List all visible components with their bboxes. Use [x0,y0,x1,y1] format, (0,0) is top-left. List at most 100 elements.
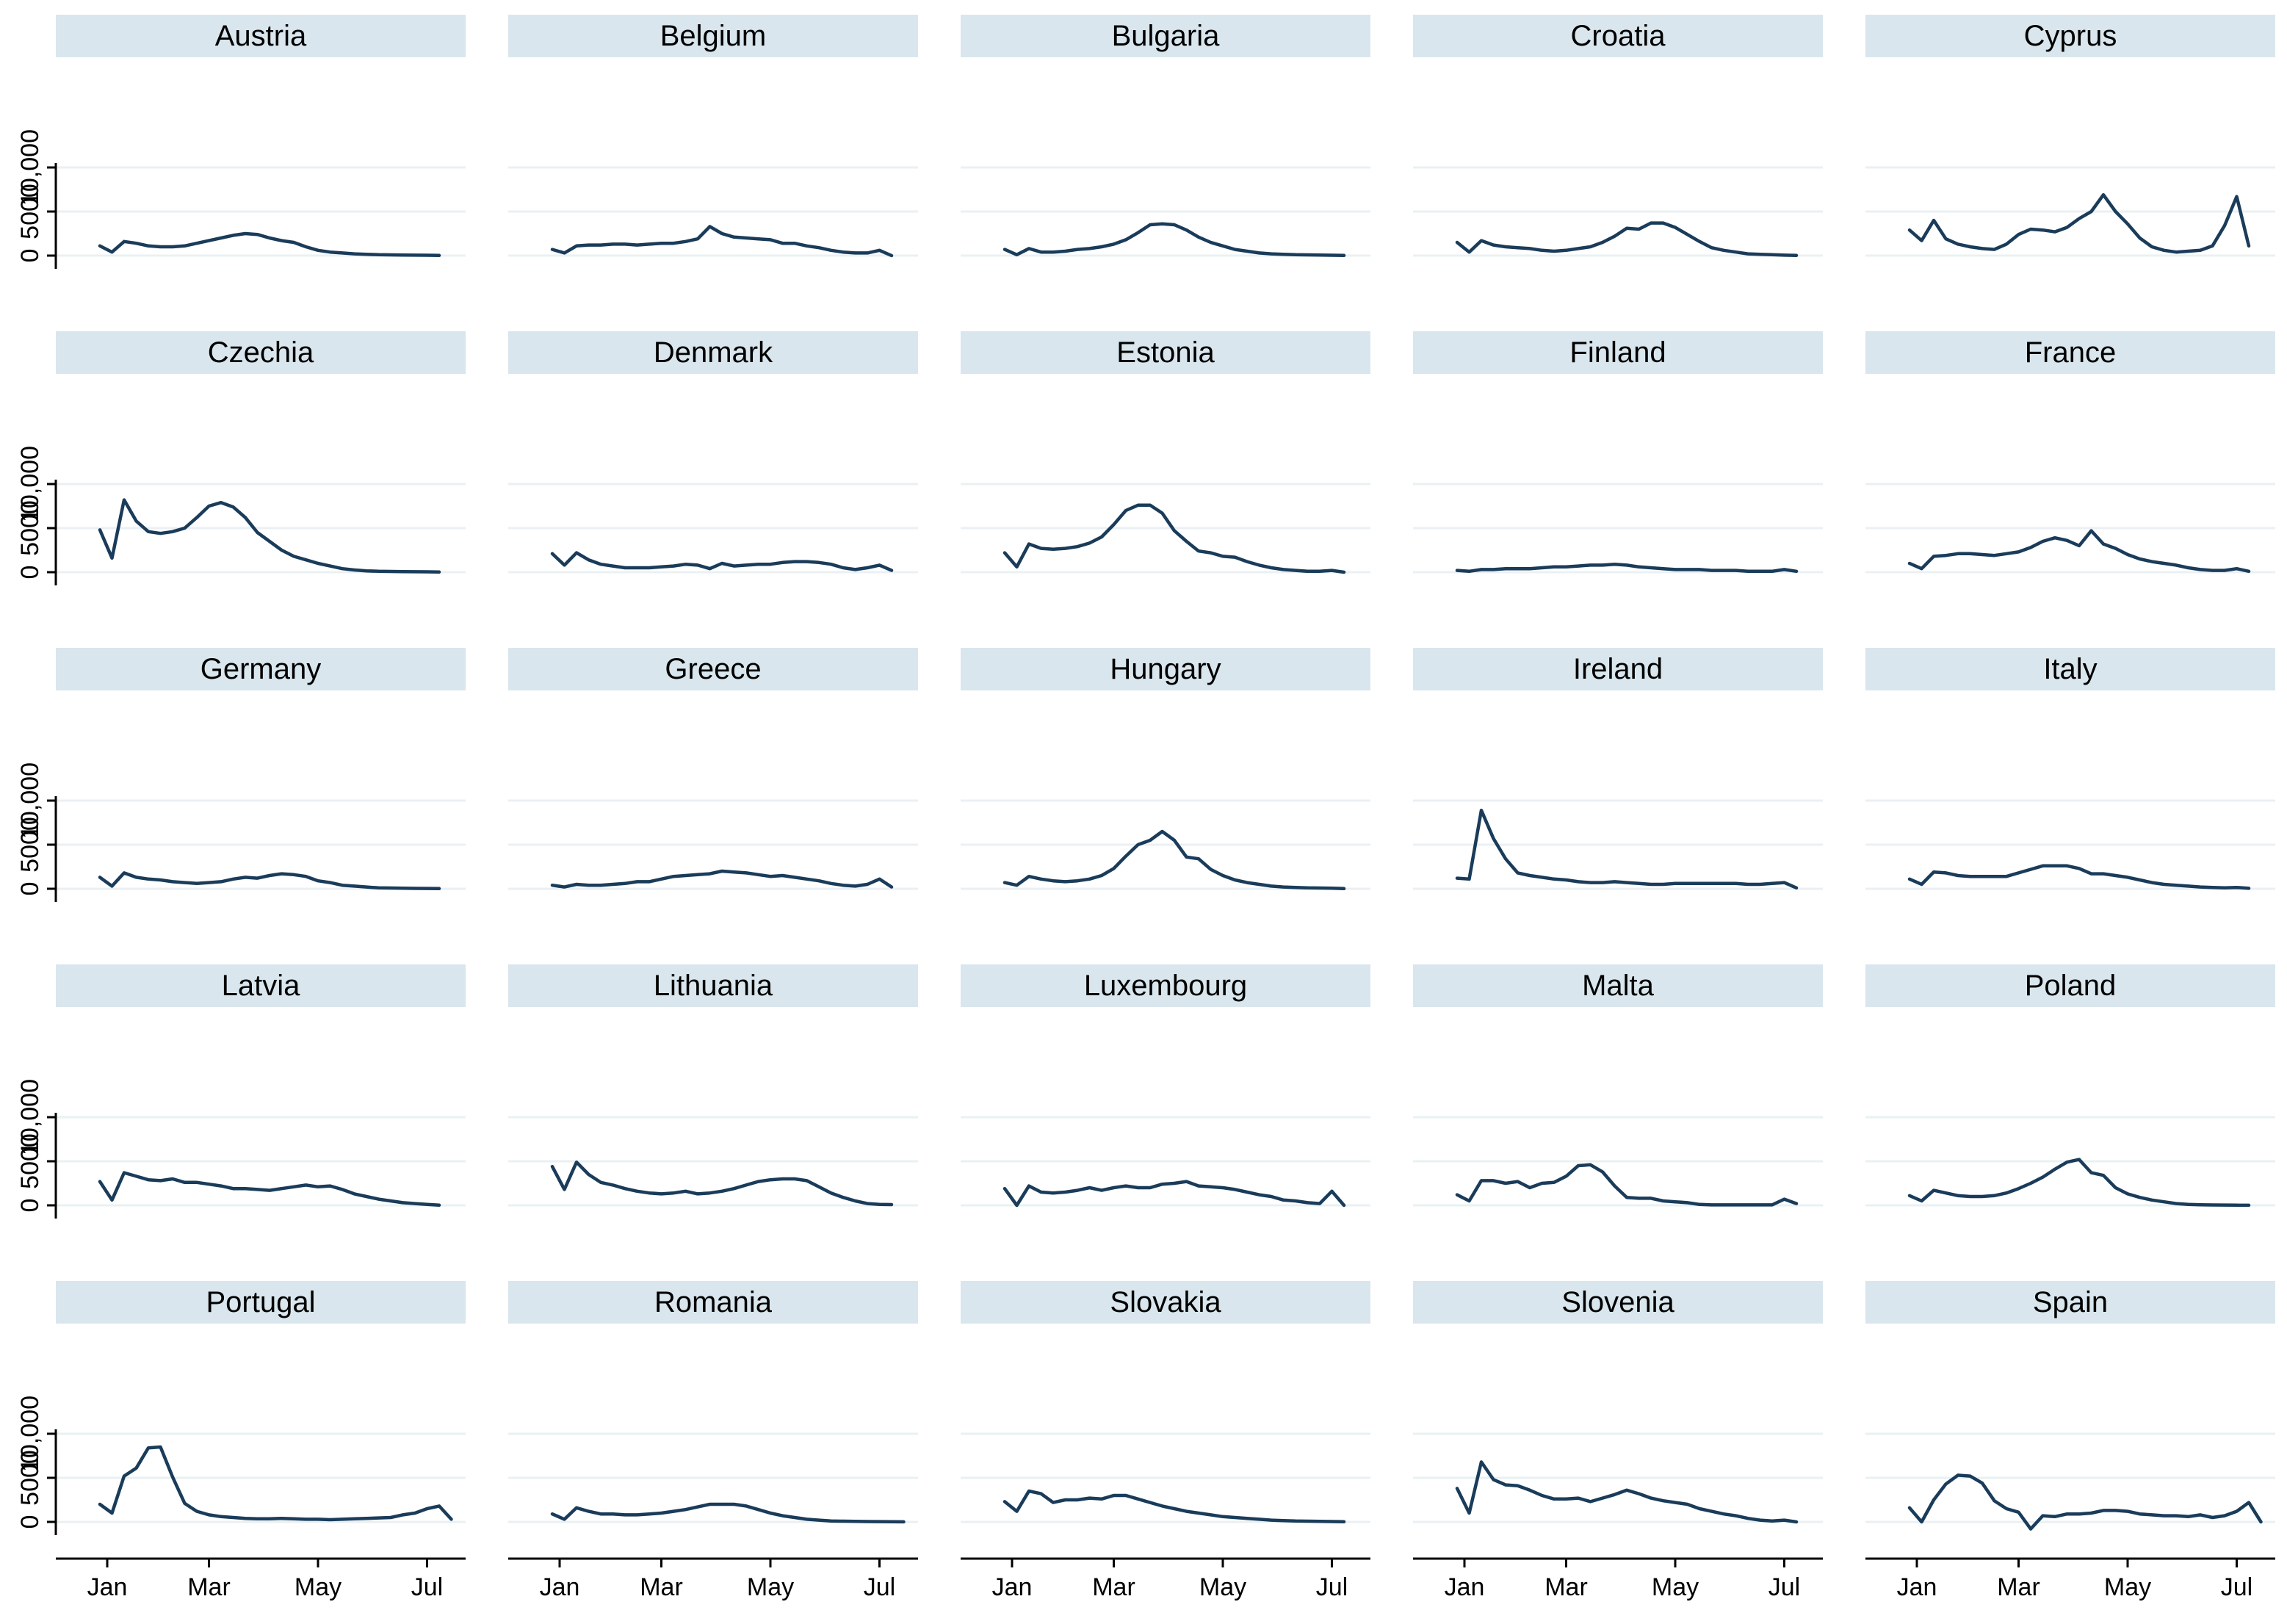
panel-title-bar [1865,15,2275,57]
panel-title-bar [508,964,918,1007]
panel-cyprus: Cyprus [1865,15,2275,257]
panel-title: Luxembourg [1084,970,1247,1002]
panel-finland: Finland [1413,331,1823,574]
x-tick-label: Mar [1544,1573,1588,1601]
panel-title: Poland [2025,970,2117,1002]
panel-title-bar [1413,964,1823,1007]
series-line-romania [550,1502,906,1524]
x-tick-label: Jan [540,1573,580,1601]
panel-title-bar [1865,648,2275,690]
series-line-belgium [550,225,894,258]
panel-title-bar [508,15,918,57]
series-line-luxembourg [1002,1180,1346,1208]
panel-title: Ireland [1573,653,1663,685]
panel-title: Latvia [222,970,300,1002]
series-line-spain [1907,1473,2263,1531]
x-tick-label: May [747,1573,794,1601]
x-tick-label: Mar [1092,1573,1135,1601]
panel-title: Greece [665,653,761,685]
y-tick-label: 5000 [16,1450,44,1506]
x-tick-label: Jan [992,1573,1033,1601]
panel-title: Cyprus [2024,20,2117,52]
x-tick-label: Jul [864,1573,895,1601]
panel-title-bar [56,1281,466,1324]
panel-title: Denmark [654,336,773,369]
series-line-greece [550,869,894,889]
panel-spain: Spain Jan Mar May Jul [1865,1281,2275,1601]
series-line-bulgaria [1002,222,1346,258]
panel-title: Estonia [1116,336,1215,369]
y-tick-label: 0 [16,249,44,263]
x-tick-label: Jul [411,1573,443,1601]
panel-romania: Romania Jan Mar May Jul [508,1281,918,1601]
x-tick-label: Mar [640,1573,683,1601]
series-line-czechia [98,498,441,574]
panel-poland: Poland [1865,964,2275,1208]
panel-denmark: Denmark [508,331,918,574]
x-tick-label: May [1652,1573,1699,1601]
series-line-malta [1455,1163,1799,1207]
panel-title-bar [1413,15,1823,57]
series-line-lithuania [550,1160,894,1207]
y-tick-label: 5000 [16,817,44,873]
panel-title-bar [56,648,466,690]
panel-title: Portugal [206,1286,316,1318]
x-tick-label: Jan [1445,1573,1485,1601]
panel-title-bar [961,648,1370,690]
y-tick-label: 0 [16,1515,44,1529]
series-line-france [1907,529,2251,574]
panel-title-bar [508,331,918,374]
series-line-denmark [550,551,894,572]
series-line-poland [1907,1158,2251,1208]
panel-title: Romania [654,1286,773,1318]
series-line-hungary [1002,829,1346,891]
x-tick-label: Jan [87,1573,128,1601]
x-tick-label: Jul [1316,1573,1348,1601]
y-tick-label: 5000 [16,500,44,556]
panel-title-bar [1865,1281,2275,1324]
y-tick-label: 5000 [16,1133,44,1189]
x-tick-label: May [2104,1573,2151,1601]
panel-ireland: Ireland [1413,648,1823,890]
panel-title: Germany [200,653,322,685]
panel-title-bar [508,1281,918,1324]
series-line-cyprus [1907,192,2251,254]
panel-croatia: Croatia [1413,15,1823,258]
x-tick-label: Mar [1997,1573,2040,1601]
panel-bulgaria: Bulgaria [961,15,1370,258]
x-tick-label: Jul [2221,1573,2252,1601]
y-tick-label: 10,000 [16,762,44,839]
panel-title-bar [56,15,466,57]
panel-slovakia: Slovakia Jan Mar May Jul [961,1281,1370,1601]
x-tick-label: Jul [1768,1573,1800,1601]
panel-title: Finland [1569,336,1666,369]
panel-title: Spain [2033,1286,2108,1318]
panel-hungary: Hungary [961,648,1370,891]
series-line-portugal [98,1445,453,1522]
panel-title-bar [1413,648,1823,690]
panel-title: France [2025,336,2117,369]
panel-title-bar [961,964,1370,1007]
x-tick-label: Jan [1897,1573,1937,1601]
panel-greece: Greece [508,648,918,890]
panel-france: France [1865,331,2275,574]
series-line-estonia [1002,503,1346,574]
y-tick-label: 0 [16,882,44,896]
panel-title-bar [961,331,1370,374]
panel-belgium: Belgium [508,15,918,258]
x-tick-label: May [295,1573,342,1601]
panel-title: Bulgaria [1112,20,1221,52]
y-tick-label: 10,000 [16,129,44,206]
y-tick-label: 10,000 [16,1079,44,1155]
series-line-ireland [1455,808,1799,890]
y-tick-label: 0 [16,566,44,580]
panel-luxembourg: Luxembourg [961,964,1370,1208]
panel-title: Belgium [660,20,767,52]
series-line-italy [1907,864,2251,890]
